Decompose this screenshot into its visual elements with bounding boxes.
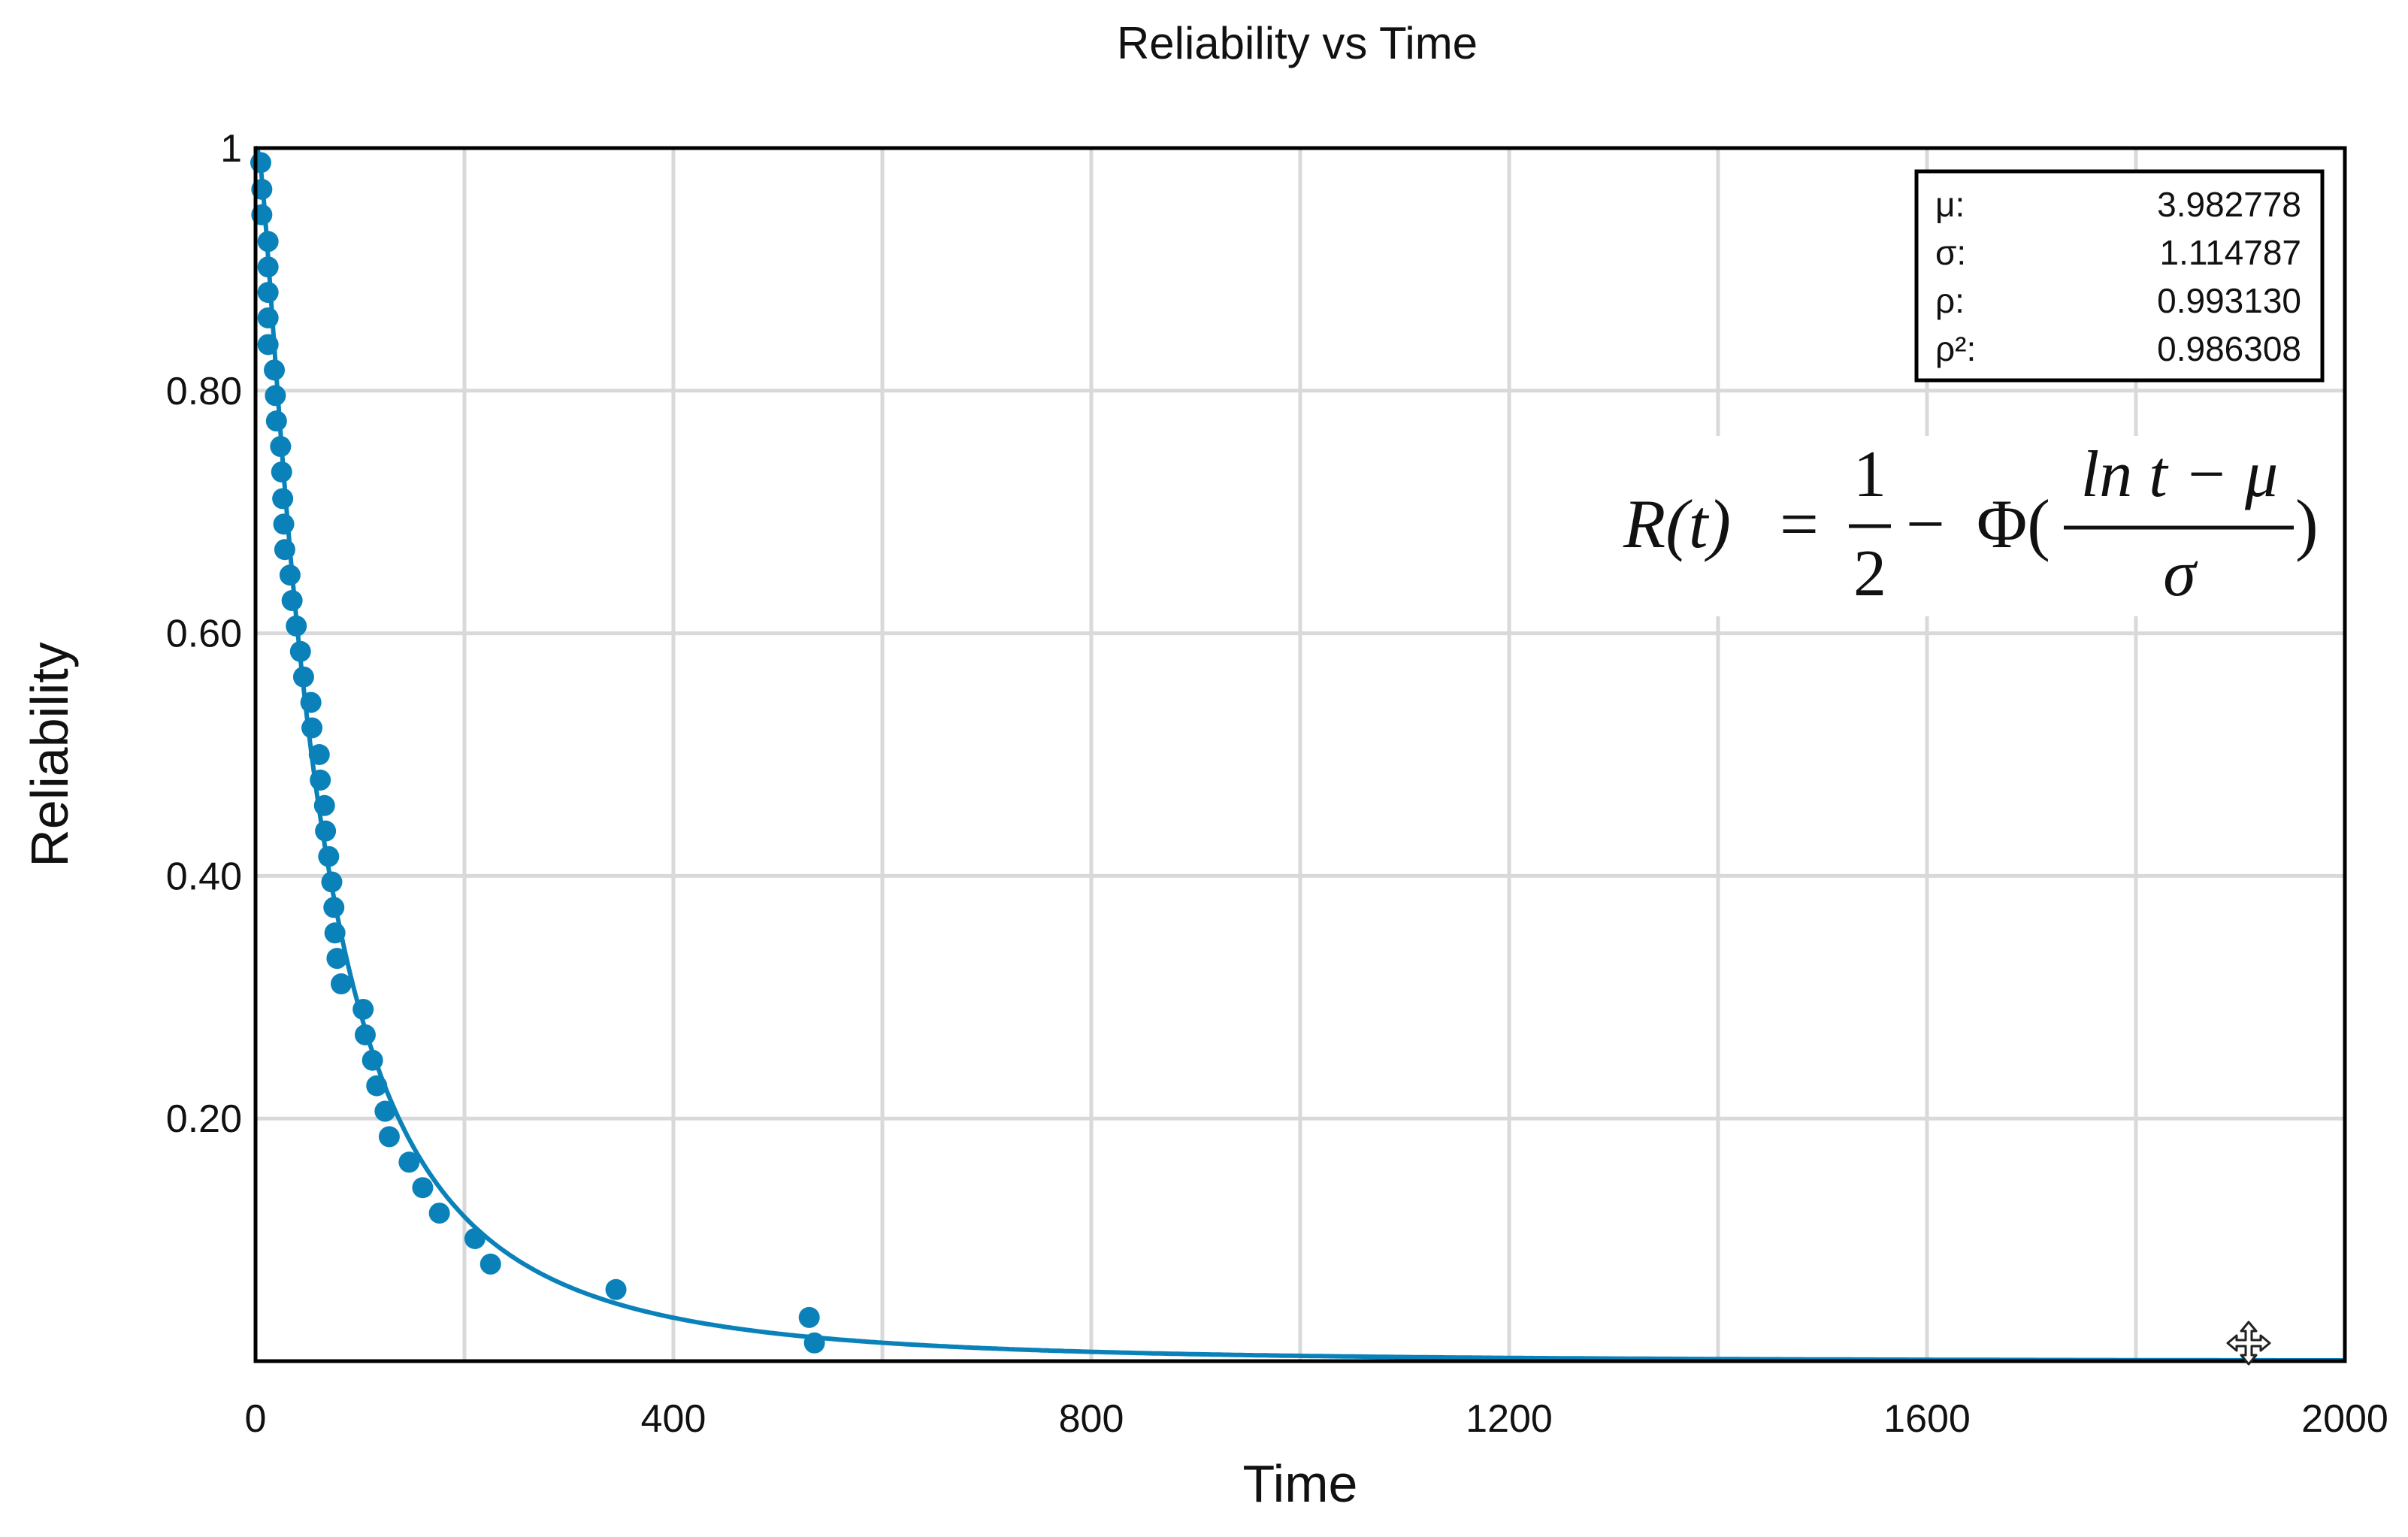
data-point bbox=[605, 1278, 627, 1300]
formula-minus: − bbox=[1906, 486, 1945, 562]
y-tick-label: 0.40 bbox=[166, 855, 242, 898]
data-point bbox=[308, 744, 330, 765]
data-point bbox=[374, 1100, 396, 1122]
data-point bbox=[272, 488, 294, 510]
data-point bbox=[798, 1306, 820, 1328]
stats-value-mu: 3.982778 bbox=[2157, 185, 2301, 224]
data-points-layer bbox=[250, 152, 825, 1354]
formula-close-paren: ) bbox=[2295, 486, 2319, 562]
formula-lhs: R(t) bbox=[1623, 486, 1731, 562]
data-point bbox=[479, 1253, 501, 1275]
data-point bbox=[270, 436, 292, 458]
x-tick-label: 1600 bbox=[1883, 1397, 1971, 1441]
data-point bbox=[301, 717, 323, 739]
data-point bbox=[257, 231, 279, 253]
formula-fraction-numerator: ln t − μ bbox=[2081, 438, 2278, 511]
y-tick-label: 0.20 bbox=[166, 1097, 242, 1141]
stats-value-rho-squared: 0.986308 bbox=[2157, 329, 2301, 368]
y-axis-label: Reliability bbox=[20, 642, 79, 867]
data-point bbox=[330, 973, 352, 995]
data-point bbox=[286, 615, 307, 637]
stats-label-mu: μ: bbox=[1935, 185, 1965, 224]
data-point bbox=[362, 1049, 383, 1071]
reliability-formula: R(t) = 1 2 − Φ( ln t − μ σ ) bbox=[1601, 436, 2322, 616]
data-point bbox=[352, 998, 374, 1020]
formula-half-numerator: 1 bbox=[1853, 438, 1886, 511]
formula-equals: = bbox=[1780, 486, 1819, 562]
stats-value-rho: 0.993130 bbox=[2157, 281, 2301, 320]
x-axis-label: Time bbox=[1243, 1454, 1358, 1513]
stats-box: μ: 3.982778 σ: 1.114787 ρ: 0.993130 ρ²: … bbox=[1914, 169, 2325, 383]
data-point bbox=[279, 564, 301, 586]
data-point bbox=[803, 1332, 825, 1354]
formula-half-denominator: 2 bbox=[1853, 537, 1886, 610]
x-tick-label: 2000 bbox=[2301, 1397, 2388, 1441]
data-point bbox=[321, 871, 343, 893]
x-tick-label: 1200 bbox=[1466, 1397, 1553, 1441]
x-tick-label: 800 bbox=[1059, 1397, 1124, 1441]
x-tick-label: 400 bbox=[641, 1397, 706, 1441]
stats-value-sigma: 1.114787 bbox=[2160, 233, 2301, 272]
y-tick-label: 0.80 bbox=[166, 370, 242, 413]
data-point bbox=[265, 385, 286, 407]
data-point bbox=[354, 1024, 376, 1045]
data-point bbox=[300, 691, 322, 713]
data-point bbox=[313, 794, 335, 816]
data-point bbox=[250, 152, 271, 174]
data-point bbox=[257, 307, 279, 328]
stats-label-rho: ρ: bbox=[1935, 281, 1965, 320]
move-cursor-icon bbox=[2226, 1321, 2271, 1366]
stats-label-sigma: σ: bbox=[1935, 233, 1966, 272]
data-point bbox=[310, 769, 331, 791]
data-point bbox=[274, 539, 295, 561]
data-point bbox=[257, 256, 279, 278]
y-tick-label: 0.60 bbox=[166, 613, 242, 656]
data-point bbox=[428, 1203, 450, 1224]
data-point bbox=[315, 820, 337, 842]
chart-title: Reliability vs Time bbox=[1117, 18, 1478, 68]
data-point bbox=[326, 948, 348, 970]
data-point bbox=[289, 640, 311, 662]
data-point bbox=[264, 359, 286, 381]
data-point bbox=[257, 282, 279, 304]
data-point bbox=[324, 922, 346, 944]
data-point bbox=[398, 1151, 420, 1173]
data-point bbox=[271, 461, 292, 483]
data-point bbox=[412, 1177, 434, 1199]
data-point bbox=[366, 1075, 388, 1097]
data-point bbox=[281, 590, 303, 612]
data-point bbox=[318, 846, 340, 867]
stats-label-rho-squared: ρ²: bbox=[1935, 329, 1976, 368]
data-point bbox=[257, 334, 279, 356]
y-tick-label: 1 bbox=[220, 127, 242, 171]
data-point bbox=[292, 666, 314, 688]
x-axis-ticks: 0 400 800 1200 1600 2000 bbox=[245, 1397, 2388, 1441]
data-point bbox=[265, 410, 287, 432]
data-point bbox=[378, 1126, 400, 1148]
data-point bbox=[464, 1227, 486, 1249]
x-tick-label: 0 bbox=[245, 1397, 267, 1441]
data-point bbox=[273, 513, 295, 535]
data-point bbox=[323, 897, 345, 918]
formula-phi: Φ( bbox=[1977, 486, 2050, 562]
y-axis-ticks: 0.20 0.40 0.60 0.80 1 bbox=[166, 127, 242, 1141]
plot-area-frame bbox=[253, 146, 2347, 1363]
formula-fraction-denominator: σ bbox=[2163, 537, 2198, 610]
